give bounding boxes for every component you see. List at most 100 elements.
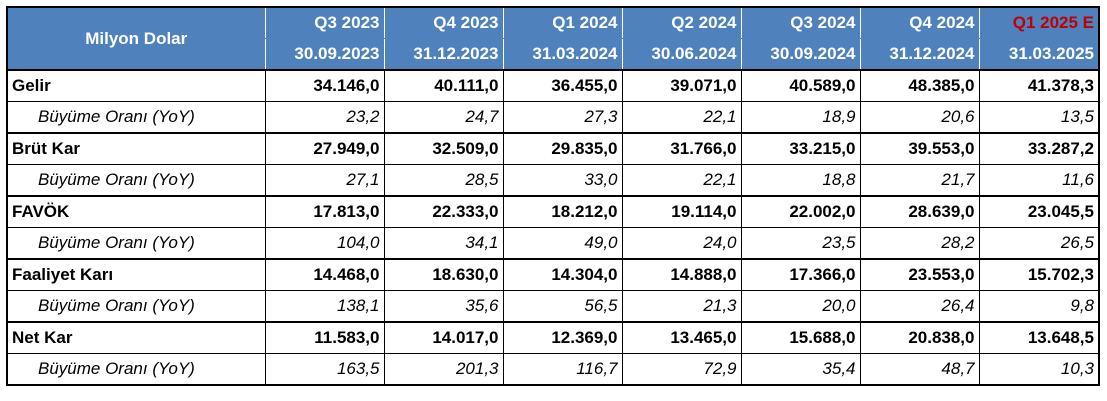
table-cell: 28,5 [383, 164, 503, 196]
table-cell: 22,1 [621, 164, 741, 196]
table-cell: 22.333,0 [383, 195, 503, 228]
table-cell: 29.835,0 [502, 132, 622, 165]
table-cell: 20,6 [859, 101, 979, 133]
table-cell: 49,0 [502, 227, 622, 259]
column-date: 30.06.2024 [621, 38, 741, 70]
table-cell: 18,9 [740, 101, 860, 133]
row-label: Büyüme Oranı (YoY) [7, 227, 265, 259]
table-cell: 15.688,0 [740, 321, 860, 354]
table-cell: 23,2 [264, 101, 384, 133]
table-row-metric: FAVÖK 17.813,0 22.333,0 18.212,0 19.114,0 22.… [7, 195, 1099, 228]
header-row-dates: 30.09.2023 31.12.2023 31.03.2024 30.06.2… [7, 38, 1099, 70]
table-cell: 11,6 [978, 164, 1099, 196]
table-row-growth: Büyüme Oranı (YoY) 138,1 35,6 56,5 21,3 20,0 2… [7, 290, 1099, 322]
table-cell: 23.045,5 [978, 195, 1099, 228]
table-cell: 34.146,0 [264, 69, 384, 102]
table-cell: 39.071,0 [621, 69, 741, 102]
column-date: 31.03.2025 [978, 38, 1099, 70]
table-cell: 14.888,0 [621, 258, 741, 291]
table-header: Milyon Dolar Q3 2023 Q4 2023 Q1 2024 Q2 … [7, 7, 1099, 70]
table-cell: 32.509,0 [383, 132, 503, 165]
table-cell: 34,1 [383, 227, 503, 259]
table-cell: 20,0 [740, 290, 860, 322]
table-row-metric: Brüt Kar 27.949,0 32.509,0 29.835,0 31.766,0… [7, 132, 1099, 165]
table-cell: 23,5 [740, 227, 860, 259]
table-cell: 48,7 [859, 353, 979, 385]
table-cell: 40.589,0 [740, 69, 860, 102]
row-label: Faaliyet Karı [7, 258, 265, 291]
table-cell: 20.838,0 [859, 321, 979, 354]
financial-table: Milyon Dolar Q3 2023 Q4 2023 Q1 2024 Q2 … [6, 6, 1100, 386]
row-label: FAVÖK [7, 195, 265, 228]
table-cell: 23.553,0 [859, 258, 979, 291]
table-cell: 18.630,0 [383, 258, 503, 291]
table-cell: 22,1 [621, 101, 741, 133]
row-label: Net Kar [7, 321, 265, 354]
table-cell: 35,4 [740, 353, 860, 385]
row-label: Büyüme Oranı (YoY) [7, 101, 265, 133]
table-cell: 24,7 [383, 101, 503, 133]
table-cell: 26,4 [859, 290, 979, 322]
table-cell: 9,8 [978, 290, 1099, 322]
row-label: Büyüme Oranı (YoY) [7, 353, 265, 385]
column-date: 30.09.2023 [264, 38, 384, 70]
table-cell: 33.215,0 [740, 132, 860, 165]
table-cell: 22.002,0 [740, 195, 860, 228]
table-cell: 18.212,0 [502, 195, 622, 228]
table-cell: 11.583,0 [264, 321, 384, 354]
table-row-growth: Büyüme Oranı (YoY) 104,0 34,1 49,0 24,0 23,5 2… [7, 227, 1099, 259]
table-row-growth: Büyüme Oranı (YoY) 23,2 24,7 27,3 22,1 18,9 20… [7, 101, 1099, 133]
table-row-metric: Faaliyet Karı 14.468,0 18.630,0 14.304,0 14.… [7, 258, 1099, 291]
table-cell: 13.648,5 [978, 321, 1099, 354]
table-cell: 48.385,0 [859, 69, 979, 102]
column-quarter: Q1 2024 [502, 7, 622, 39]
table-cell: 14.017,0 [383, 321, 503, 354]
table-cell: 138,1 [264, 290, 384, 322]
table-cell: 13,5 [978, 101, 1099, 133]
table-cell: 27,3 [502, 101, 622, 133]
column-quarter: Q4 2023 [383, 7, 503, 39]
table-cell: 31.766,0 [621, 132, 741, 165]
table-cell: 13.465,0 [621, 321, 741, 354]
table-cell: 56,5 [502, 290, 622, 322]
row-label: Büyüme Oranı (YoY) [7, 164, 265, 196]
table-cell: 163,5 [264, 353, 384, 385]
column-quarter-estimate: Q1 2025 E [978, 7, 1099, 39]
table-cell: 33.287,2 [978, 132, 1099, 165]
table-cell: 201,3 [383, 353, 503, 385]
table-cell: 41.378,3 [978, 69, 1099, 102]
table-body: Gelir 34.146,0 40.111,0 36.455,0 39.071,0 40.… [7, 69, 1099, 385]
table-cell: 116,7 [502, 353, 622, 385]
table-cell: 15.702,3 [978, 258, 1099, 291]
table-row-growth: Büyüme Oranı (YoY) 163,5 201,3 116,7 72,9 35,… [7, 353, 1099, 385]
table-row-metric: Gelir 34.146,0 40.111,0 36.455,0 39.071,0 40.… [7, 69, 1099, 102]
column-date: 31.12.2023 [383, 38, 503, 70]
table-cell: 72,9 [621, 353, 741, 385]
table-row-growth: Büyüme Oranı (YoY) 27,1 28,5 33,0 22,1 18,8 21… [7, 164, 1099, 196]
column-quarter: Q2 2024 [621, 7, 741, 39]
table-cell: 18,8 [740, 164, 860, 196]
header-row-quarters: Milyon Dolar Q3 2023 Q4 2023 Q1 2024 Q2 … [7, 7, 1099, 70]
row-label: Brüt Kar [7, 132, 265, 165]
table-cell: 24,0 [621, 227, 741, 259]
table-cell: 28,2 [859, 227, 979, 259]
table-cell: 40.111,0 [383, 69, 503, 102]
table-row-metric: Net Kar 11.583,0 14.017,0 12.369,0 13.465,0 1… [7, 321, 1099, 354]
table-cell: 17.366,0 [740, 258, 860, 291]
column-date: 30.09.2024 [740, 38, 860, 70]
column-quarter: Q4 2024 [859, 7, 979, 39]
corner-label: Milyon Dolar [7, 7, 265, 70]
table-cell: 27.949,0 [264, 132, 384, 165]
table-cell: 39.553,0 [859, 132, 979, 165]
table-cell: 36.455,0 [502, 69, 622, 102]
table-cell: 26,5 [978, 227, 1099, 259]
table-cell: 14.468,0 [264, 258, 384, 291]
row-label: Gelir [7, 69, 265, 102]
table-cell: 28.639,0 [859, 195, 979, 228]
column-quarter: Q3 2023 [264, 7, 384, 39]
column-date: 31.12.2024 [859, 38, 979, 70]
table-cell: 12.369,0 [502, 321, 622, 354]
table-cell: 35,6 [383, 290, 503, 322]
table-cell: 21,7 [859, 164, 979, 196]
table-cell: 27,1 [264, 164, 384, 196]
